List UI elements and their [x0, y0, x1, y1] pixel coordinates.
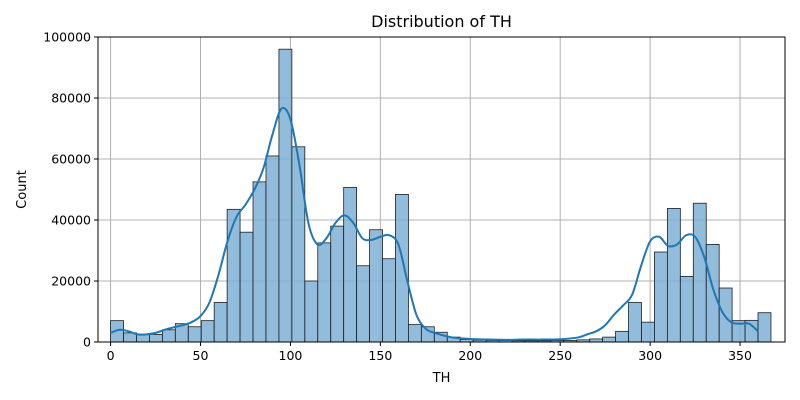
x-axis-ticks: 0 50 100 150 200 250 300 350	[107, 342, 752, 363]
y-tick-label: 100000	[43, 30, 91, 45]
histogram-bar	[226, 208, 241, 343]
x-tick-label: 50	[193, 348, 209, 363]
y-axis-ticks: 0 20000 40000 60000 80000 100000	[43, 30, 98, 350]
histogram-bar	[718, 287, 733, 343]
histogram-bar	[317, 242, 332, 343]
y-axis-label: Count	[15, 170, 30, 209]
histogram-bar	[641, 321, 655, 343]
histogram-bar	[692, 202, 707, 343]
histogram-bar	[304, 280, 319, 343]
y-tick-label: 80000	[51, 91, 91, 106]
histogram-bar	[265, 155, 280, 343]
histogram-bar	[654, 251, 668, 343]
y-tick-label: 0	[83, 335, 91, 350]
x-tick-label: 300	[638, 348, 662, 363]
y-tick-label: 60000	[51, 152, 91, 167]
x-tick-label: 150	[368, 348, 392, 363]
histogram-bars	[110, 48, 772, 343]
histogram-bar	[252, 181, 267, 343]
x-tick-label: 250	[548, 348, 572, 363]
histogram-bar	[343, 186, 358, 343]
x-tick-label: 200	[458, 348, 482, 363]
histogram-bar	[369, 229, 383, 343]
histogram-bar	[679, 276, 694, 343]
histogram-bar	[187, 326, 202, 343]
histogram-bar	[278, 48, 293, 343]
histogram-bar	[666, 208, 681, 343]
y-tick-label: 20000	[51, 274, 91, 289]
x-axis-label: TH	[432, 371, 451, 386]
x-tick-label: 350	[728, 348, 752, 363]
histogram-bar	[291, 146, 306, 343]
x-tick-label: 0	[107, 348, 115, 363]
histogram-bar	[382, 258, 396, 343]
histogram-bar	[602, 336, 616, 343]
histogram-bar	[213, 301, 228, 343]
plot-frame	[97, 36, 786, 343]
histogram-bar	[408, 324, 422, 343]
x-tick-label: 100	[279, 348, 303, 363]
chart-title: Distribution of TH	[371, 12, 512, 31]
histogram-bar	[395, 193, 409, 343]
histogram-bar	[161, 329, 176, 343]
histogram-bar	[356, 265, 370, 343]
y-tick-label: 40000	[51, 213, 91, 228]
histogram-bar	[615, 330, 629, 343]
histogram-bar	[239, 231, 254, 343]
histogram-bar	[628, 301, 642, 343]
histogram-bar	[420, 326, 435, 343]
histogram-bar	[705, 243, 720, 343]
histogram-bar	[330, 225, 345, 343]
histogram-bar	[757, 312, 772, 343]
kde-curve	[110, 106, 759, 341]
histogram-bar	[149, 333, 163, 343]
histogram-bar	[200, 320, 215, 343]
